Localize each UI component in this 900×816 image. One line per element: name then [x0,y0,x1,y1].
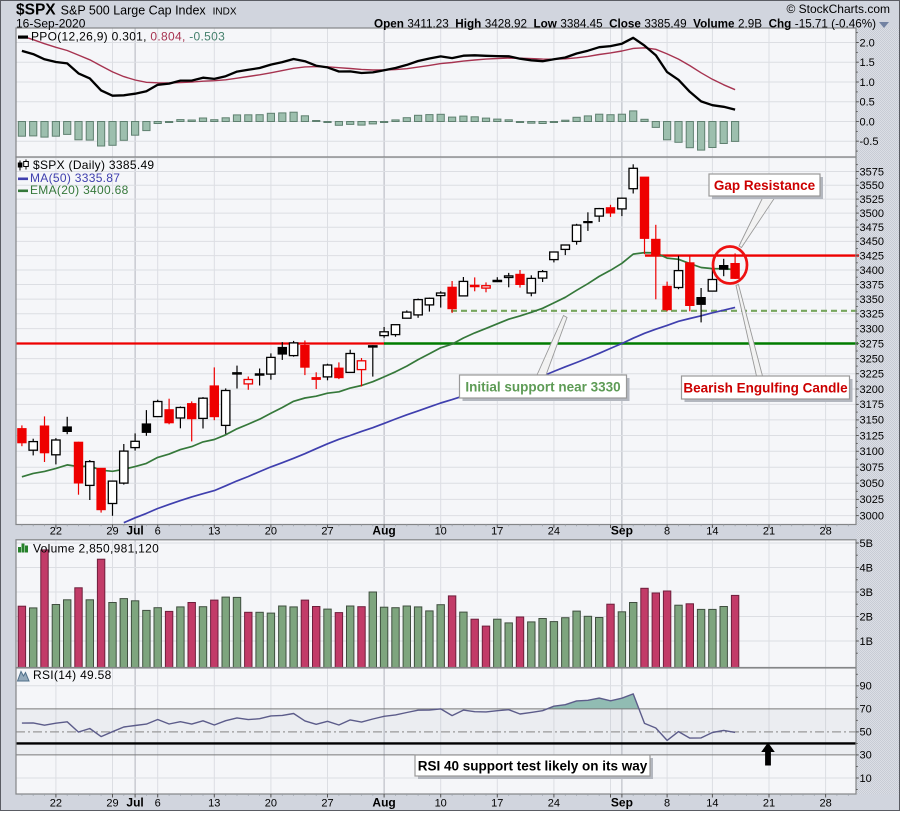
svg-text:10: 10 [435,798,447,810]
svg-text:MA(50) 3335.87: MA(50) 3335.87 [30,171,120,185]
svg-text:1B: 1B [860,636,873,648]
svg-text:14: 14 [706,798,718,810]
svg-text:30: 30 [860,750,872,762]
svg-text:0.0: 0.0 [860,116,875,128]
svg-text:3375: 3375 [860,279,884,291]
svg-text:21: 21 [763,798,775,810]
svg-text:3000: 3000 [860,510,884,522]
svg-text:10: 10 [435,526,447,538]
svg-text:3225: 3225 [860,369,884,381]
svg-text:20: 20 [265,798,277,810]
svg-text:20: 20 [265,526,277,538]
svg-text:28: 28 [819,526,831,538]
svg-text:3200: 3200 [860,384,884,396]
svg-text:3450: 3450 [860,236,884,248]
svg-text:Volume 2,850,981,120: Volume 2,850,981,120 [33,542,159,556]
svg-text:6: 6 [155,526,161,538]
svg-text:22: 22 [50,798,62,810]
svg-text:PPO(12,26,9) 0.301, 0.804, -0.: PPO(12,26,9) 0.301, 0.804, -0.503 [31,30,225,44]
svg-text:3550: 3550 [860,180,884,192]
svg-text:3400: 3400 [860,265,884,277]
svg-text:3325: 3325 [860,309,884,321]
svg-text:3150: 3150 [860,415,884,427]
svg-text:3B: 3B [860,587,873,599]
svg-text:90: 90 [860,681,872,693]
svg-text:Initial support near 3330: Initial support near 3330 [465,379,620,394]
svg-text:3075: 3075 [860,462,884,474]
svg-text:Sep: Sep [611,796,633,810]
svg-text:3350: 3350 [860,294,884,306]
svg-text:22: 22 [50,526,62,538]
svg-text:Gap Resistance: Gap Resistance [714,178,816,193]
svg-text:RSI(14) 49.58: RSI(14) 49.58 [33,668,112,682]
svg-text:Aug: Aug [372,524,395,538]
svg-text:3575: 3575 [860,166,884,178]
svg-text:3125: 3125 [860,430,884,442]
svg-text:3425: 3425 [860,250,884,262]
svg-text:RSI 40 support test likely on: RSI 40 support test likely on its way [418,758,648,773]
svg-text:3250: 3250 [860,353,884,365]
svg-text:3050: 3050 [860,478,884,490]
svg-text:Jul: Jul [126,796,143,810]
svg-text:$SPX (Daily) 3385.49: $SPX (Daily) 3385.49 [33,158,154,172]
svg-text:3525: 3525 [860,194,884,206]
svg-text:Aug: Aug [372,796,395,810]
svg-text:5B: 5B [860,538,873,550]
svg-text:28: 28 [819,798,831,810]
svg-text:8: 8 [664,526,670,538]
svg-text:17: 17 [491,798,503,810]
svg-text:3100: 3100 [860,446,884,458]
svg-text:3300: 3300 [860,323,884,335]
svg-text:3475: 3475 [860,222,884,234]
svg-text:10: 10 [860,773,872,785]
svg-text:1.0: 1.0 [860,77,875,89]
svg-text:24: 24 [548,798,560,810]
svg-text:-0.5: -0.5 [860,136,879,148]
svg-text:50: 50 [860,727,872,739]
svg-text:6: 6 [155,798,161,810]
svg-text:14: 14 [706,526,718,538]
svg-text:13: 13 [208,526,220,538]
svg-text:24: 24 [548,526,560,538]
svg-text:© StockCharts.com: © StockCharts.com [786,2,890,16]
svg-text:3025: 3025 [860,494,884,506]
svg-text:2.0: 2.0 [860,37,875,49]
svg-text:17: 17 [491,526,503,538]
svg-text:3175: 3175 [860,399,884,411]
svg-text:29: 29 [106,526,118,538]
svg-text:2B: 2B [860,611,873,623]
svg-text:4B: 4B [860,562,873,574]
svg-text:16-Sep-2020: 16-Sep-2020 [16,17,86,31]
svg-text:Sep: Sep [611,524,633,538]
svg-text:Jul: Jul [126,524,143,538]
svg-text:27: 27 [321,798,333,810]
svg-text:8: 8 [664,798,670,810]
svg-text:EMA(20) 3400.68: EMA(20) 3400.68 [30,183,129,197]
svg-text:21: 21 [763,526,775,538]
svg-text:1.5: 1.5 [860,57,875,69]
svg-text:Bearish Engulfing Candle: Bearish Engulfing Candle [683,380,848,395]
svg-text:27: 27 [321,526,333,538]
svg-text:3275: 3275 [860,338,884,350]
svg-text:29: 29 [106,798,118,810]
svg-text:3500: 3500 [860,208,884,220]
svg-text:13: 13 [208,798,220,810]
svg-text:70: 70 [860,704,872,716]
svg-text:0.5: 0.5 [860,97,875,109]
